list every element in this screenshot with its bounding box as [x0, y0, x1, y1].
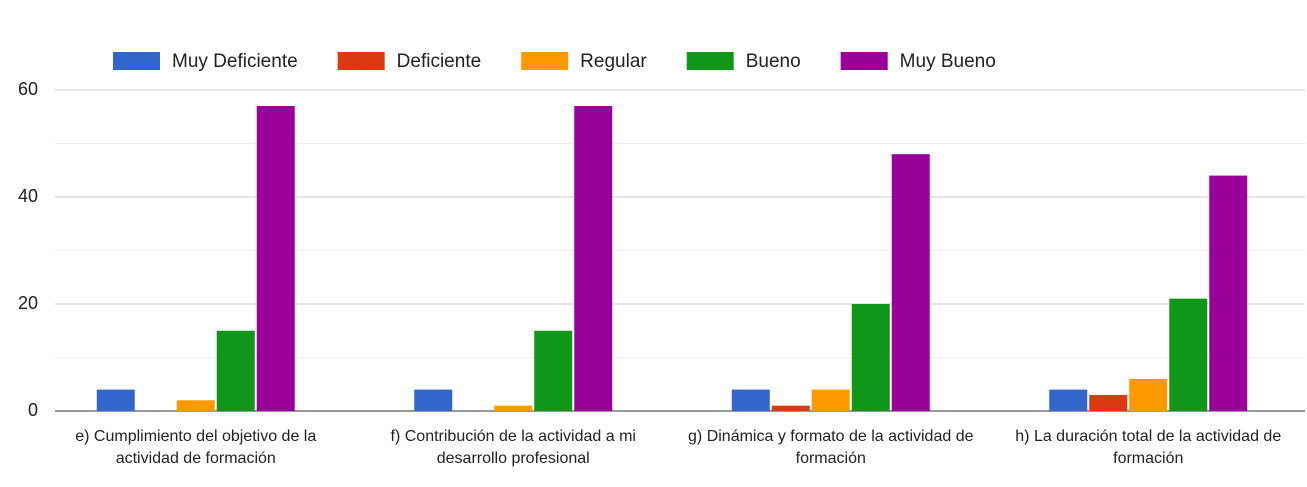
bar	[256, 106, 295, 412]
legend-swatch	[337, 52, 385, 70]
legend-swatch	[113, 52, 160, 70]
bar	[414, 389, 453, 411]
x-tick-label-box: g) Dinámica y formato de la actividad de…	[688, 428, 974, 467]
x-tick-label: g) Dinámica y formato de la actividad de…	[688, 428, 974, 467]
bar	[811, 389, 850, 411]
bar	[1209, 175, 1248, 411]
bar	[494, 405, 533, 411]
x-tick-label-box: f) Contribución de la actividad a mi des…	[390, 428, 636, 467]
y-tick-label: 60	[18, 79, 38, 99]
legend-label: Regular	[580, 51, 647, 72]
x-tick-label: h) La duración total de la actividad de …	[1015, 428, 1282, 467]
bar	[731, 389, 770, 411]
bar	[216, 330, 255, 411]
legend-swatch	[840, 52, 888, 70]
bar	[1089, 394, 1128, 411]
bar	[851, 304, 890, 411]
bar	[1049, 389, 1088, 411]
bar	[891, 154, 930, 411]
bar	[96, 389, 135, 411]
bar	[574, 106, 613, 412]
legend-label: Muy Deficiente	[172, 51, 298, 72]
legend-swatch	[686, 52, 734, 70]
bar	[1169, 298, 1208, 411]
bar	[534, 330, 573, 411]
x-tick-label-box: e) Cumplimiento del objetivo de la activ…	[75, 428, 317, 467]
legend-swatch	[521, 52, 569, 70]
y-tick-label: 0	[28, 400, 38, 420]
x-tick-label: f) Contribución de la actividad a mi des…	[390, 428, 636, 467]
legend-label: Bueno	[746, 51, 801, 72]
legend-label: Deficiente	[397, 51, 482, 72]
bar	[771, 405, 810, 411]
x-tick-label-box: h) La duración total de la actividad de …	[1015, 428, 1282, 467]
y-tick-label: 40	[18, 186, 38, 206]
legend-label: Muy Bueno	[900, 51, 996, 72]
bar	[176, 400, 215, 411]
y-tick-label: 20	[18, 293, 38, 313]
bar	[1129, 378, 1168, 411]
x-tick-label: e) Cumplimiento del objetivo de la activ…	[75, 428, 317, 467]
